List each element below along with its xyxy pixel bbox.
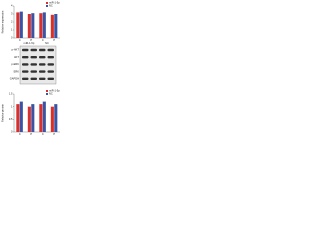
- bar: [42, 12, 46, 38]
- legend-label: NC: [49, 4, 53, 8]
- y-tick-label: 1: [11, 104, 13, 108]
- bar: [27, 106, 31, 132]
- bar: [39, 104, 43, 132]
- bar: [42, 101, 46, 132]
- blot-band: [39, 48, 46, 52]
- x-tick-label: C: [19, 38, 21, 42]
- y-tick-label: 1: [11, 28, 13, 32]
- legend-label: miR-1-5p: [49, 89, 60, 93]
- x-tick-label: P: [30, 132, 32, 136]
- blot-band: [30, 70, 37, 73]
- blot-band: [22, 70, 29, 73]
- y-tick-label: 2: [11, 20, 13, 24]
- bar: [54, 104, 58, 132]
- bar: [27, 14, 31, 38]
- x-tick-label: C: [19, 132, 21, 136]
- blot-band: [30, 63, 37, 66]
- y-tick-label: 0: [11, 36, 13, 40]
- bar: [16, 104, 20, 132]
- blot-row: GAPDH: [10, 76, 19, 80]
- bar: [31, 13, 35, 38]
- blot-band: [47, 70, 54, 73]
- x-tick-label: P: [53, 38, 55, 42]
- blot-column: NC: [45, 41, 49, 45]
- blot-band: [30, 56, 37, 59]
- blot-band: [30, 77, 37, 80]
- y-tick-label: 0: [11, 130, 13, 134]
- y-tick-label: 3: [11, 12, 13, 16]
- legend-swatch: [46, 2, 48, 4]
- y-axis-label: Relative expression: [1, 10, 5, 33]
- blot-band: [47, 63, 54, 66]
- x-tick-label: P: [30, 38, 32, 42]
- bar: [16, 12, 20, 38]
- blot-band: [39, 77, 46, 80]
- x-tick-label: C: [42, 38, 44, 42]
- blot-band: [22, 77, 29, 80]
- y-tick-label: 4: [11, 4, 13, 8]
- blot-row: p-ERK: [11, 62, 19, 66]
- legend-swatch: [46, 93, 48, 95]
- bar: [50, 14, 54, 39]
- y-tick-label: 0.5: [9, 117, 13, 121]
- bar: [54, 14, 58, 38]
- legend-label: miR-1-5p: [49, 1, 60, 5]
- blot-band: [39, 63, 46, 66]
- blot-band: [47, 56, 54, 59]
- legend-swatch: [46, 90, 48, 92]
- y-axis-label: Relative protein: [1, 103, 5, 122]
- blot-band: [47, 77, 54, 80]
- blot-row: ERK: [14, 69, 20, 73]
- bar: [19, 11, 23, 38]
- blot-band: [39, 56, 46, 59]
- blot-band: [47, 48, 54, 52]
- bar: [19, 101, 23, 132]
- bar: [31, 104, 35, 132]
- blot-band: [22, 63, 29, 66]
- blot-band: [22, 48, 29, 52]
- blot-row: AKT: [14, 55, 19, 59]
- blot-row: p-AKT: [12, 48, 20, 52]
- blot-band: [39, 70, 46, 73]
- x-tick-label: C: [42, 132, 44, 136]
- blot-band: [22, 56, 29, 59]
- blot-column: miR-1-5p: [24, 41, 35, 45]
- y-tick-label: 1.5: [9, 92, 13, 96]
- legend-swatch: [46, 5, 48, 7]
- bar: [39, 13, 43, 38]
- x-tick-label: P: [53, 132, 55, 136]
- legend-label: NC: [49, 92, 53, 96]
- bar: [50, 106, 54, 132]
- blot-band: [30, 48, 37, 52]
